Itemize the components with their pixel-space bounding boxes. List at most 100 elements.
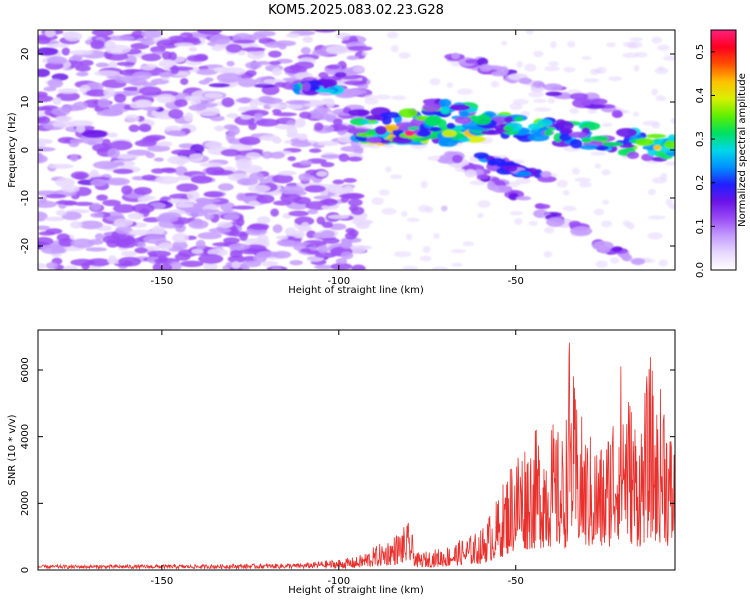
- heatmap-cell: [92, 143, 112, 153]
- heatmap-cell: [446, 82, 454, 89]
- heatmap-cell: [501, 40, 508, 46]
- heatmap-cell: [141, 53, 162, 62]
- heatmap-cell: [477, 212, 484, 219]
- heatmap-cell: [580, 101, 591, 107]
- heatmap-cell: [286, 132, 301, 139]
- heatmap-cell: [61, 47, 71, 56]
- heatmap-cell: [272, 137, 282, 144]
- heatmap-cell: [92, 160, 119, 170]
- heatmap-cell: [433, 233, 440, 239]
- heatmap-cell: [248, 200, 261, 206]
- colorbar-tick-label: 0.4: [695, 88, 706, 104]
- heatmap-cell: [118, 256, 142, 267]
- heatmap-cell: [352, 66, 364, 73]
- heatmap-cell: [226, 113, 239, 119]
- heatmap-cell: [347, 128, 369, 134]
- heatmap-cell: [622, 220, 631, 227]
- heatmap-cell: [652, 177, 667, 184]
- heatmap-cell: [253, 113, 264, 119]
- heatmap-cell: [440, 106, 450, 114]
- snr-y-label: SNR (10 * v/v): [7, 414, 18, 485]
- heatmap-cell: [320, 230, 335, 238]
- heatmap-cell: [46, 43, 70, 48]
- heatmap-cell: [261, 261, 279, 267]
- heatmap-cell: [419, 255, 432, 262]
- heatmap-cell: [237, 178, 259, 186]
- heatmap-cell: [76, 71, 89, 77]
- heatmap-cell: [340, 251, 354, 260]
- heatmap-cell: [238, 136, 261, 146]
- heatmap-cell: [315, 88, 336, 93]
- heatmap-cell: [96, 110, 123, 117]
- heatmap-cell: [176, 175, 191, 181]
- heatmap-cell: [393, 251, 412, 258]
- heatmap-cell: [524, 63, 537, 72]
- heatmap-cell: [611, 246, 623, 253]
- heatmap-cell: [225, 43, 243, 53]
- heatmap-cell: [158, 242, 173, 251]
- heatmap-cell: [192, 218, 204, 226]
- heatmap-cell: [318, 78, 338, 88]
- heatmap-y-tick-label: 10: [20, 96, 31, 109]
- heatmap-cell: [123, 86, 142, 91]
- heatmap-cell: [90, 39, 105, 49]
- heatmap-cell: [506, 181, 521, 188]
- snr-panel: -150 -100 -50 0 2000 4000 6000 Height of stra…: [7, 329, 676, 596]
- heatmap-cell: [168, 108, 184, 119]
- heatmap-cell: [52, 97, 62, 106]
- heatmap-cell: [386, 31, 399, 39]
- heatmap-cell: [182, 36, 200, 43]
- heatmap-cell: [622, 41, 637, 48]
- heatmap-cell: [406, 217, 420, 223]
- heatmap-cell: [38, 153, 45, 163]
- heatmap-x-tick-label: -100: [327, 276, 350, 287]
- heatmap-cell: [269, 151, 285, 159]
- heatmap-cell: [346, 55, 359, 61]
- heatmap-cell: [141, 174, 157, 181]
- heatmap-cell: [381, 207, 397, 215]
- heatmap-cell: [278, 42, 287, 50]
- heatmap-cell: [532, 80, 545, 88]
- heatmap-cell: [127, 212, 144, 220]
- heatmap-cell: [216, 72, 242, 83]
- heatmap-cell: [593, 208, 605, 216]
- heatmap-cell: [104, 40, 116, 51]
- heatmap-cell: [115, 226, 133, 235]
- heatmap-cell: [422, 245, 431, 254]
- heatmap-cell: [459, 110, 470, 118]
- heatmap-cell: [657, 65, 665, 72]
- heatmap-cell: [462, 241, 474, 247]
- heatmap-cell: [277, 170, 297, 176]
- heatmap-cell: [570, 226, 593, 236]
- heatmap-cell: [544, 65, 560, 72]
- heatmap-cell: [272, 174, 294, 184]
- heatmap-cell: [592, 68, 603, 73]
- heatmap-cell: [172, 232, 189, 243]
- heatmap-cell: [209, 115, 225, 122]
- heatmap-y-ticks: -20 -10 0 10 20: [20, 48, 675, 254]
- heatmap-cell: [655, 95, 667, 102]
- heatmap-cell: [169, 261, 182, 270]
- heatmap-cell: [375, 94, 391, 100]
- heatmap-cell: [172, 240, 188, 251]
- heatmap-y-tick-label: 0: [20, 147, 31, 153]
- heatmap-cell: [208, 227, 232, 233]
- heatmap-cell: [204, 92, 223, 99]
- heatmap-cell: [581, 55, 592, 60]
- heatmap-cell: [197, 30, 223, 35]
- heatmap-cell: [544, 226, 555, 234]
- heatmap-cell: [332, 179, 345, 185]
- heatmap-cell: [503, 125, 514, 131]
- heatmap-cell: [653, 145, 662, 151]
- heatmap-cell: [247, 49, 266, 60]
- heatmap-cell: [194, 209, 220, 214]
- heatmap-cell: [518, 77, 532, 85]
- heatmap-cell: [451, 154, 463, 164]
- heatmap-cell: [220, 149, 241, 157]
- heatmap-cell: [137, 241, 146, 248]
- heatmap-cell: [161, 51, 173, 60]
- heatmap-cell: [151, 225, 165, 236]
- heatmap-cell: [158, 59, 177, 69]
- heatmap-cell: [562, 189, 570, 196]
- heatmap-cell: [38, 111, 46, 118]
